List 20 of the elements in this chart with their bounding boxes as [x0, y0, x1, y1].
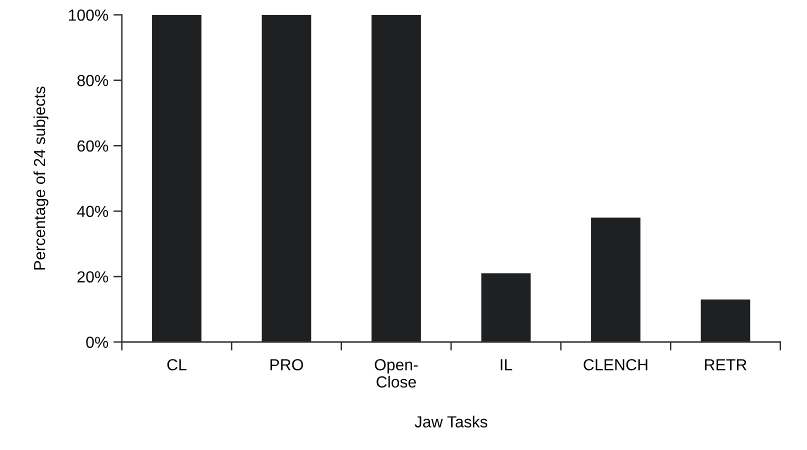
bar	[372, 14, 421, 342]
x-tick-label: RETR	[705, 359, 746, 370]
x-tick-label: Open- Close	[374, 359, 418, 388]
y-tick-label: 0%	[86, 336, 108, 348]
bar	[700, 299, 750, 342]
x-axis-title: Jaw Tasks	[414, 416, 488, 428]
x-tick-label: CLENCH	[584, 359, 648, 370]
y-axis-title: Percentage of 24 subjects	[33, 86, 48, 270]
y-tick-label: 100%	[69, 9, 108, 21]
bar	[591, 218, 640, 342]
y-tick-label: 20%	[78, 271, 108, 283]
x-tick-label: CL	[167, 359, 186, 370]
bar	[481, 273, 531, 342]
y-tick-label: 40%	[77, 206, 108, 218]
x-tick-label: IL	[500, 359, 512, 370]
y-tick-label: 80%	[77, 74, 108, 86]
x-tick-label: PRO	[270, 359, 304, 370]
bar	[152, 14, 202, 342]
y-tick-label: 60%	[78, 140, 108, 152]
bar	[262, 14, 312, 342]
